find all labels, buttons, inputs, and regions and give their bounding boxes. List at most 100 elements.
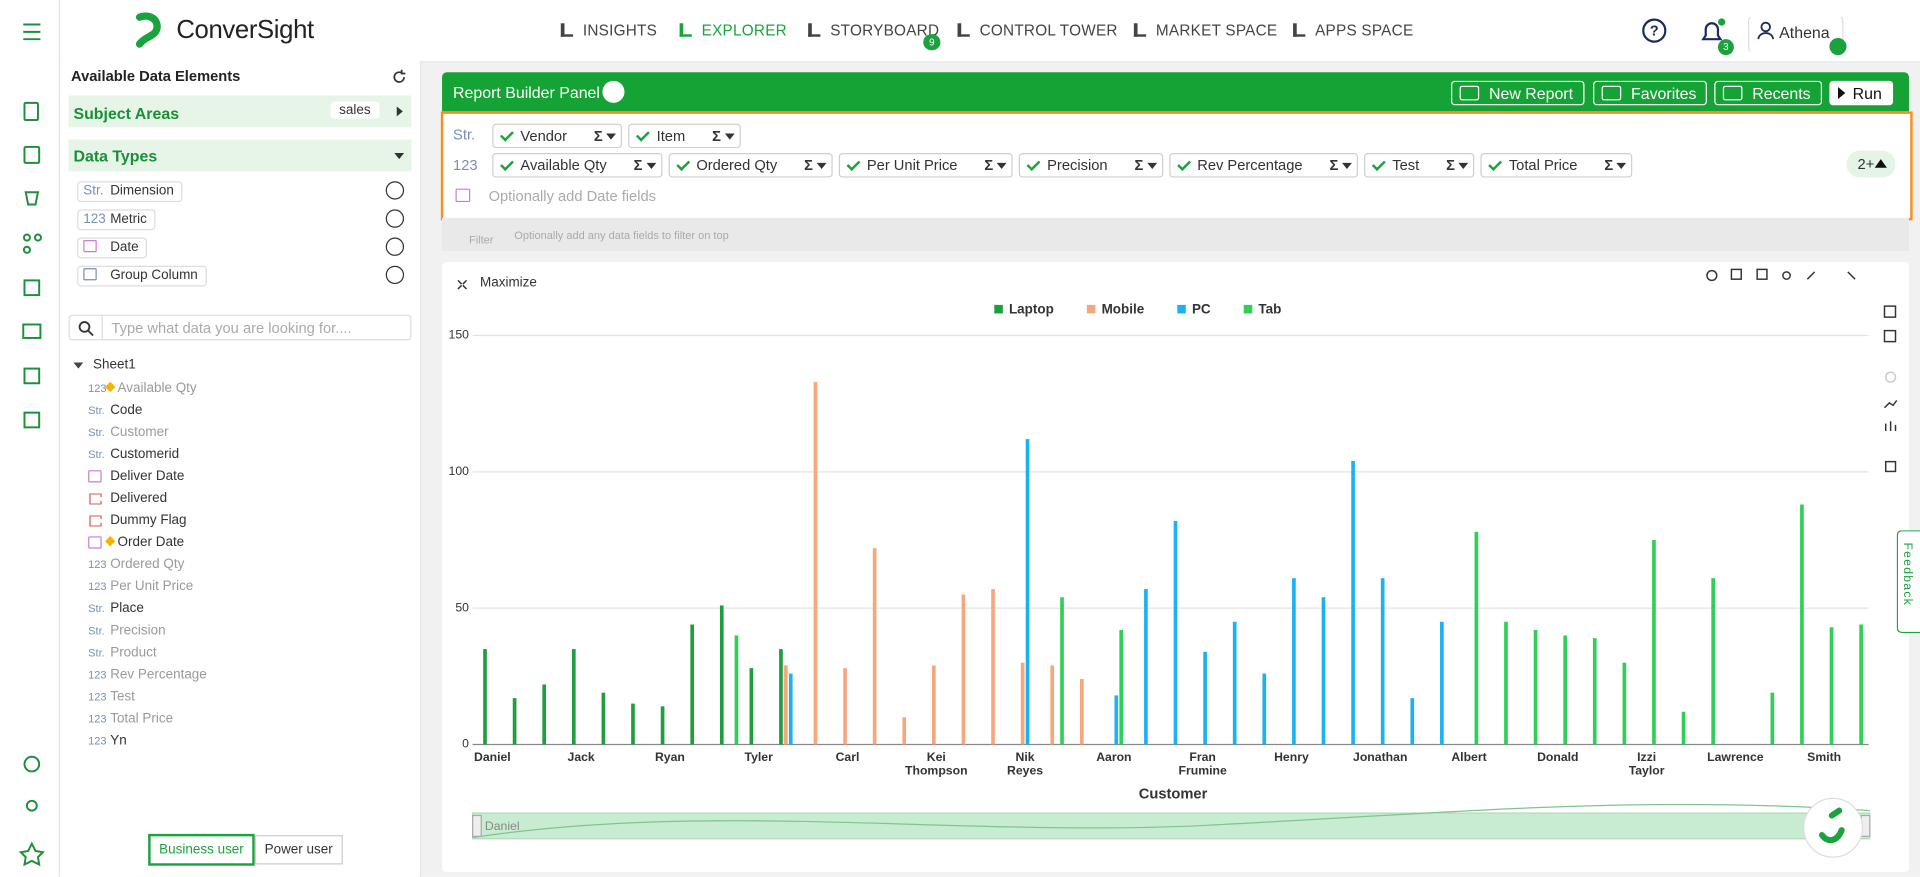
field[interactable]: Code [110,402,143,418]
storyboard-badge: 9 [923,34,941,51]
mode-button[interactable]: Power user [254,835,343,865]
subject-arrow[interactable] [396,106,403,117]
field-chip[interactable]: Per Unit Price Σ [838,153,1013,178]
str-chips: Vendor Σ Item Σ [492,123,741,149]
mode-button[interactable]: Business user [148,833,255,866]
nav-item[interactable]: APPS SPACE [1315,22,1414,40]
x-tick-label: Carl [836,750,860,764]
nav-item[interactable]: MARKET SPACE [1155,22,1278,40]
search-box[interactable] [68,314,412,341]
logo-text: ConverSight [176,15,314,45]
field[interactable]: Dummy Flag [110,513,187,528]
builder-button[interactable]: New Report [1451,80,1585,106]
field[interactable]: Delivered [110,491,168,506]
filter-label: Filter [468,233,494,247]
user-caret[interactable] [1829,37,1847,56]
rail-icons [18,23,45,867]
help-icon[interactable] [385,237,405,256]
field[interactable]: Customerid [110,446,180,462]
panel-title: Available Data Elements [71,67,241,85]
help-icon[interactable] [385,265,405,285]
field[interactable]: Yn [110,733,127,749]
nav-item[interactable]: EXPLORER [701,22,787,40]
field[interactable]: Per Unit Price [110,579,194,594]
user-name[interactable]: Athena [1779,23,1830,42]
bar [1770,692,1775,745]
nav-icon [808,23,821,37]
nav-item[interactable]: INSIGHTS [582,22,658,40]
data-types-arrow[interactable] [394,153,405,160]
bar [1592,638,1597,745]
field-chip[interactable]: Ordered Qty Σ [668,153,833,178]
icon-rail [0,0,61,877]
field-chip[interactable]: Rev Percentage Σ [1169,153,1358,178]
field[interactable]: Order Date [117,535,185,550]
nav-item[interactable]: CONTROL TOWER [979,22,1118,40]
bar [1829,627,1834,745]
field-chip[interactable]: Test Σ [1364,153,1475,178]
builder-button[interactable]: Run [1829,80,1893,106]
bar [1711,578,1715,745]
help-icon[interactable] [385,181,405,200]
maximize[interactable]: Maximize [480,275,537,291]
bar [788,673,793,745]
bulb-icon[interactable] [602,80,625,103]
bar [1351,460,1355,745]
builder-button[interactable]: Favorites [1593,80,1708,106]
field[interactable]: Ordered Qty [110,557,185,572]
bar [902,717,907,745]
builder-button[interactable]: Recents [1714,80,1822,106]
subject-value[interactable]: sales [330,101,380,119]
nav-item[interactable]: STORYBOARD [830,22,940,40]
caret [816,162,827,169]
x-tick-line: Taylor [1629,764,1665,778]
field[interactable]: Test [110,689,135,705]
bar [779,649,783,745]
x-tick-label: Nik Reyes [1007,750,1043,777]
field-chip[interactable]: Available Qty Σ [492,153,663,178]
bar [932,665,936,745]
bar [1119,629,1124,745]
field[interactable]: Available Qty [117,380,197,396]
bar [631,703,635,745]
top-icons: ? [1642,17,1844,52]
field-chip[interactable]: Vendor Σ [492,123,623,149]
feedback-tab[interactable] [1896,530,1920,634]
bar [660,706,665,745]
field[interactable]: Precision [110,623,166,638]
caret [1458,162,1469,169]
legend-label: PC [1192,301,1211,316]
data-types-bar[interactable] [68,139,412,172]
field-chip[interactable]: Item Σ [628,123,741,149]
zoom-slider[interactable] [472,812,1871,840]
bar [1232,621,1237,745]
refresh-icon[interactable] [391,69,408,86]
field[interactable]: Rev Percentage [110,667,207,683]
field[interactable]: Customer [110,424,169,440]
field[interactable]: Product [110,645,157,661]
field-chip[interactable]: Precision Σ [1018,153,1163,178]
assistant-button[interactable] [1803,797,1864,858]
bar [601,692,606,745]
x-tick-label: Tyler [745,750,774,764]
bar [813,381,818,745]
x-tick-line: Kei [927,750,946,764]
type-icon: Str. [88,602,105,615]
field[interactable]: Place [110,601,144,616]
button-label: New Report [1488,83,1574,103]
more-fields[interactable]: 2+ [1846,150,1896,178]
bar [1474,531,1479,745]
legend-label: Mobile [1102,301,1145,316]
field-chip[interactable]: Total Price Σ [1480,153,1633,178]
date-icon [88,470,102,483]
collapse-arrow[interactable] [1874,159,1887,168]
zoom-handle[interactable] [472,814,482,837]
field[interactable]: Total Price [110,711,174,727]
field[interactable]: Deliver Date [110,468,185,484]
help-icon[interactable] [385,209,405,228]
feedback[interactable]: Feedback [1900,542,1914,607]
play-icon [1837,86,1846,100]
date-icon [455,188,471,203]
y-tick-label: 0 [462,737,469,751]
x-tick-line: Thompson [905,764,968,778]
